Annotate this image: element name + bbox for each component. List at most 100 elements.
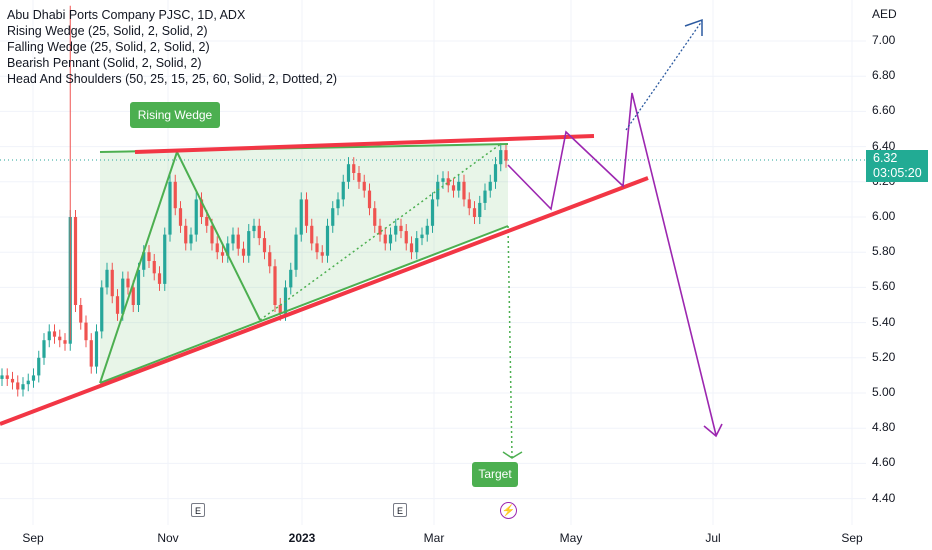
price-tick: 6.40 [872,138,896,153]
candle-body [420,234,424,239]
time-tick: Sep [841,531,863,545]
candle-body [126,278,130,288]
candle-body [10,378,15,383]
candle-body [173,181,177,209]
target-arrow [502,451,523,459]
candle-body [121,278,125,314]
candle-body [42,340,46,358]
candle-body [388,234,393,244]
candle-body [478,202,482,217]
earnings-event-marker[interactable]: E [393,503,407,517]
candle-body [483,190,487,203]
candle-body [79,305,83,323]
candle-body [373,208,377,226]
candle-body [441,178,445,182]
price-tick: 6.60 [872,103,896,118]
candle-body [226,243,230,256]
candle-body [415,238,419,253]
candle-body [205,217,209,226]
candle-body [457,181,461,191]
candle-body [278,305,282,314]
price-tick: 4.80 [872,420,896,435]
candle-body [352,164,356,173]
indicator-falling-wedge[interactable]: Falling Wedge (25, Solid, 2, Solid, 2) [7,40,210,54]
candle-body [184,225,188,244]
bar-countdown: 03:05:20 [873,166,922,180]
lightning-icon[interactable]: ⚡ [500,502,517,519]
candle-body [399,225,403,232]
candle-body [0,375,4,379]
candle-body [58,336,62,341]
candle-body [142,252,146,270]
time-tick: Mar [423,531,445,545]
candle-body [189,234,193,244]
candle-body [247,231,251,256]
candle-body [252,225,256,232]
candle-body [199,199,204,217]
indicator-bearish-pennant[interactable]: Bearish Pennant (Solid, 2, Solid, 2) [7,56,202,70]
candle-body [462,181,466,200]
target-label[interactable]: Target [472,462,518,487]
last-price-value: 6.32 [873,151,898,165]
candle-body [94,331,99,367]
candle-body [299,199,303,235]
price-tick: 4.60 [872,455,896,470]
time-tick: Jul [705,531,721,545]
candle-body [257,225,261,239]
candlestick-series [0,5,508,397]
price-tick: 6.80 [872,68,896,83]
time-tick: 2023 [288,531,316,545]
blue-arrow-head [684,18,703,36]
candle-body [26,380,30,385]
indicator-head-and-shoulders[interactable]: Head And Shoulders (50, 25, 15, 25, 60, … [7,72,338,86]
candle-body [152,261,156,274]
candle-body [21,384,25,390]
price-tick: 5.00 [872,385,896,399]
candle-body [430,199,435,226]
candle-body [163,234,167,284]
price-tick: 5.80 [872,244,896,259]
candle-body [241,248,246,256]
candle-body [346,164,351,182]
candle-body [315,243,319,253]
candle-body [409,243,414,253]
price-tick: 7.00 [872,33,896,47]
candle-body [446,178,450,186]
candle-body [210,225,214,244]
candle-body [52,331,57,337]
rising-wedge-label[interactable]: Rising Wedge [130,102,220,128]
candle-body [105,269,109,288]
candle-body [425,225,429,235]
candle-body [320,252,324,256]
candle-body [367,190,372,209]
candle-body [73,217,78,305]
candle-body [283,287,288,314]
candle-body [310,225,314,244]
support-trendline [0,176,649,426]
candle-body [157,273,162,284]
time-tick: May [559,531,583,545]
candle-body [336,199,340,209]
candle-body [16,382,20,390]
earnings-event-marker[interactable]: E [191,503,205,517]
candle-body [467,199,471,209]
candle-body [325,225,330,256]
candle-body [262,238,267,253]
indicator-rising-wedge[interactable]: Rising Wedge (25, Solid, 2, Solid, 2) [7,24,208,38]
candle-body [394,225,398,235]
candle-body [499,150,503,165]
candle-body [451,185,456,191]
candle-body [84,322,88,341]
price-tick: 5.40 [872,314,896,329]
candle-body [37,357,41,376]
price-tick: 6.00 [872,209,896,223]
candle-body [63,340,67,344]
candle-body [304,199,309,226]
time-tick: Nov [157,531,179,545]
price-tick: 4.40 [872,490,896,505]
price-tick: 5.20 [872,349,896,364]
candle-body [131,287,135,305]
candle-body [215,243,219,253]
price-tick: 5.60 [872,279,896,294]
